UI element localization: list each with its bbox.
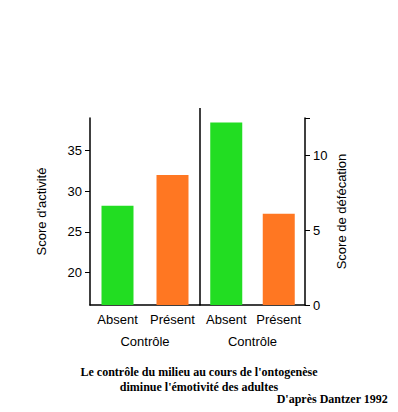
svg-text:Présent: Présent bbox=[256, 312, 301, 327]
svg-text:Contrôle: Contrôle bbox=[120, 334, 169, 349]
svg-text:Absent: Absent bbox=[97, 312, 138, 327]
svg-text:Absent: Absent bbox=[206, 312, 247, 327]
svg-text:D'après Dantzer 1992: D'après Dantzer 1992 bbox=[277, 392, 388, 406]
svg-text:diminue l'émotivité des adulte: diminue l'émotivité des adultes bbox=[120, 380, 279, 394]
svg-text:Le contrôle du milieu au cours: Le contrôle du milieu au cours de l'onto… bbox=[81, 365, 319, 379]
svg-text:5: 5 bbox=[313, 223, 320, 238]
svg-text:10: 10 bbox=[313, 148, 327, 163]
svg-text:Score de défécation: Score de défécation bbox=[334, 154, 349, 270]
svg-text:0: 0 bbox=[313, 298, 320, 313]
svg-text:25: 25 bbox=[68, 224, 82, 239]
svg-text:20: 20 bbox=[68, 265, 82, 280]
svg-text:35: 35 bbox=[68, 143, 82, 158]
svg-text:Contrôle: Contrôle bbox=[228, 334, 277, 349]
svg-text:30: 30 bbox=[68, 184, 82, 199]
svg-text:Score d'activité: Score d'activité bbox=[34, 168, 49, 256]
svg-text:Présent: Présent bbox=[150, 312, 195, 327]
